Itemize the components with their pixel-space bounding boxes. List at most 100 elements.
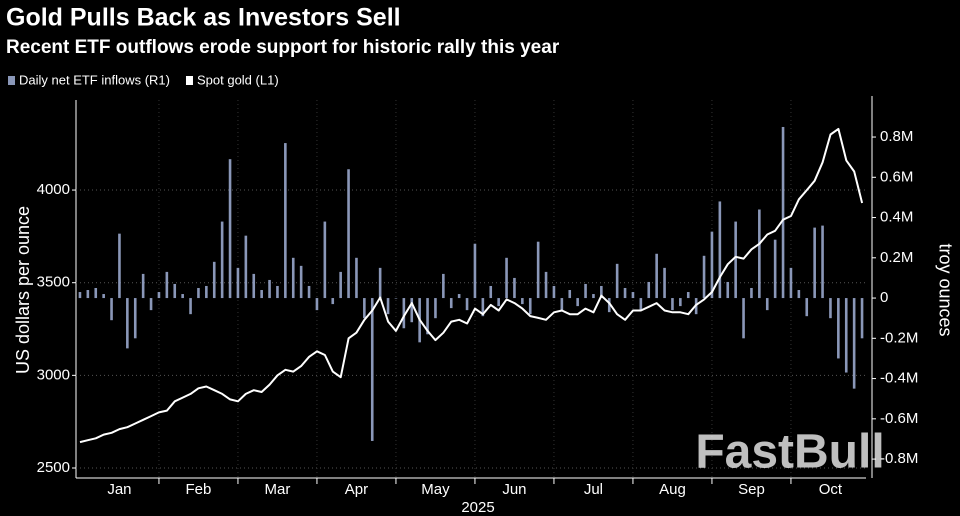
bar: [126, 298, 129, 349]
y2-tick-label: -0.6M: [880, 410, 918, 427]
bar: [710, 231, 714, 299]
bar: [331, 298, 335, 305]
bar: [789, 267, 793, 299]
x-axis-label: 2025: [461, 499, 494, 516]
bar: [157, 292, 161, 299]
y2-tick-label: 0.8M: [880, 128, 913, 145]
x-tick-label: Feb: [186, 481, 212, 498]
bar: [829, 298, 832, 319]
bar: [260, 290, 263, 299]
bar: [742, 298, 745, 339]
bar: [94, 287, 98, 299]
bar: [78, 292, 82, 299]
bar: [718, 201, 722, 299]
bar: [449, 298, 453, 309]
bar: [442, 273, 445, 299]
bar: [860, 298, 864, 339]
chart-subtitle: Recent ETF outflows erode support for hi…: [6, 37, 560, 58]
bar: [521, 298, 524, 305]
bar: [370, 298, 374, 441]
bar: [181, 294, 184, 299]
bar: [671, 298, 674, 311]
y2-axis-label: troy ounces: [935, 243, 955, 336]
bar: [426, 298, 429, 335]
line: [79, 127, 864, 444]
bar: [544, 271, 548, 299]
legend-label: Spot gold (L1): [197, 72, 279, 87]
bar: [686, 292, 690, 299]
x-tick-label: Jan: [107, 481, 131, 498]
x-tick-label: Oct: [819, 481, 843, 498]
bar: [315, 298, 319, 311]
bar: [844, 298, 848, 373]
y2-tick-label: -0.8M: [880, 450, 918, 467]
y2-tick-label: -0.2M: [880, 329, 918, 346]
bar: [236, 267, 240, 299]
bar: [402, 298, 406, 329]
bar: [536, 241, 540, 299]
y-tick-label: 3500: [37, 274, 70, 291]
bar: [149, 298, 153, 311]
bar: [655, 253, 658, 299]
bar: [457, 294, 461, 299]
bar: [173, 283, 177, 299]
bar: [228, 159, 232, 299]
bar: [781, 126, 785, 299]
bar: [102, 294, 105, 299]
bar: [86, 290, 90, 299]
bar: [197, 287, 200, 299]
bar: [323, 221, 327, 299]
bar: [552, 285, 556, 299]
bar: [576, 298, 579, 307]
bar: [489, 285, 493, 299]
bar: [615, 263, 619, 299]
bar: [212, 261, 216, 299]
bar: [758, 209, 761, 299]
watermark: FastBull: [695, 426, 884, 479]
bar: [386, 298, 390, 315]
bar: [220, 221, 224, 299]
bar: [513, 277, 516, 299]
bar: [647, 281, 651, 299]
bar: [378, 267, 382, 299]
bar: [797, 290, 801, 299]
x-tick-label: Mar: [265, 481, 291, 498]
x-tick-label: Sep: [738, 481, 765, 498]
bar: [110, 298, 113, 321]
bar: [394, 298, 398, 299]
y2-tick-label: -0.4M: [880, 370, 918, 387]
bar: [465, 298, 469, 311]
bar: [600, 285, 603, 299]
chart-title: Gold Pulls Back as Investors Sell: [6, 4, 401, 32]
legend-swatch: [8, 76, 15, 85]
y-axis-label: US dollars per ounce: [13, 206, 33, 374]
y2-tick-label: 0.6M: [880, 168, 913, 185]
bar: [607, 298, 611, 313]
bar: [165, 271, 169, 299]
bar: [734, 221, 737, 299]
y2-tick-label: 0: [880, 289, 888, 306]
x-tick-label: May: [421, 481, 450, 498]
bar: [505, 257, 508, 299]
bar: [189, 298, 192, 315]
bar: [568, 290, 572, 299]
bar: [118, 233, 121, 299]
bar: [528, 298, 532, 315]
bar: [765, 298, 769, 311]
bar: [623, 287, 627, 299]
bar: [481, 298, 485, 317]
y2-tick-label: 0.2M: [880, 249, 913, 266]
bar: [307, 285, 311, 299]
bar: [584, 283, 587, 299]
bar: [284, 143, 287, 299]
y-tick-label: 3000: [37, 366, 70, 383]
y-tick-label: 4000: [37, 181, 70, 198]
legend-label: Daily net ETF inflows (R1): [19, 72, 170, 87]
bar: [726, 281, 730, 299]
bar: [473, 243, 477, 299]
bar: [355, 257, 358, 299]
bar: [347, 169, 350, 299]
bar: [205, 285, 208, 299]
x-tick-label: Apr: [345, 481, 368, 498]
